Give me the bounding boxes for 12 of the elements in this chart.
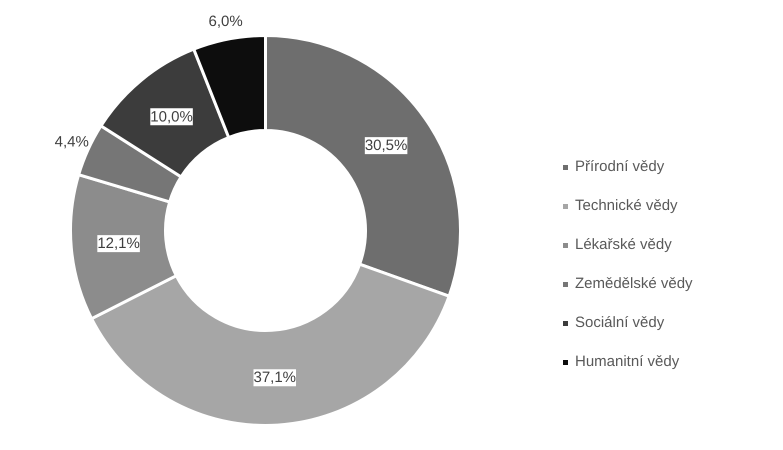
data-label: 6,0% — [208, 12, 243, 30]
data-label: 30,5% — [364, 137, 408, 154]
legend-label: Přírodní vědy — [575, 158, 664, 175]
legend-label: Humanitní vědy — [575, 353, 680, 370]
legend-label: Lékařské vědy — [575, 236, 672, 253]
data-label: 10,0% — [150, 108, 193, 126]
legend-label: Technické vědy — [575, 197, 678, 214]
data-label: 37,1% — [253, 369, 296, 386]
legend-label: Sociální vědy — [575, 314, 664, 331]
data-label: 4,4% — [54, 134, 89, 151]
legend-label: Zemědělské vědy — [575, 275, 693, 292]
data-label: 12,1% — [97, 235, 140, 252]
